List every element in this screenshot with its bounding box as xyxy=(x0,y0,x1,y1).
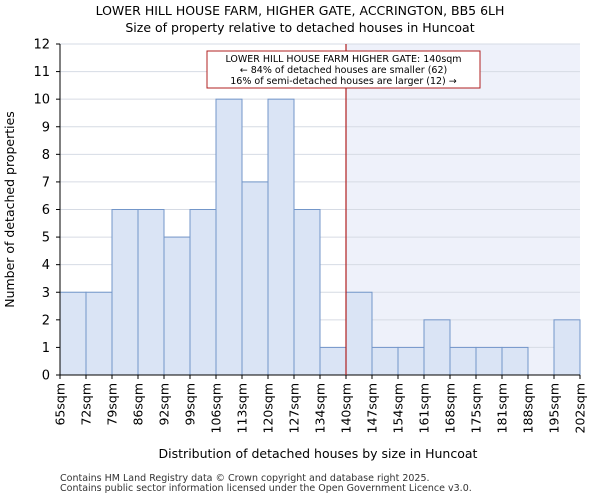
x-tick-label: 161sqm xyxy=(417,383,432,433)
x-tick-label: 113sqm xyxy=(235,383,250,433)
y-tick-label: 2 xyxy=(42,313,50,328)
bar-181sqm xyxy=(501,346,529,376)
y-tick-label: 11 xyxy=(33,65,50,80)
bar-161sqm xyxy=(423,319,451,376)
bar-92sqm xyxy=(163,236,191,376)
annotation-text-line: ← 84% of detached houses are smaller (62… xyxy=(240,65,447,76)
y-tick-label: 1 xyxy=(42,341,50,356)
chart-subtitle: Size of property relative to detached ho… xyxy=(125,20,475,35)
bar-168sqm xyxy=(449,346,477,376)
x-tick-label: 99sqm xyxy=(183,383,198,426)
bar-113sqm xyxy=(241,181,269,376)
bar-175sqm xyxy=(475,346,503,376)
chart-title: LOWER HILL HOUSE FARM, HIGHER GATE, ACCR… xyxy=(95,3,505,18)
x-tick-label: 72sqm xyxy=(79,383,94,426)
y-tick-label: 10 xyxy=(33,93,50,108)
y-tick-label: 7 xyxy=(42,175,50,190)
x-tick-label: 92sqm xyxy=(157,383,172,426)
bar-106sqm xyxy=(215,98,243,376)
y-tick-label: 9 xyxy=(42,120,50,135)
x-axis-title: Distribution of detached houses by size … xyxy=(159,446,478,461)
y-tick-label: 4 xyxy=(42,258,50,273)
bar-99sqm xyxy=(189,209,217,376)
annotation-text-line: 16% of semi-detached houses are larger (… xyxy=(230,76,457,87)
annotation-box xyxy=(206,50,481,89)
bar-140sqm xyxy=(345,291,373,376)
x-tick-label: 86sqm xyxy=(131,383,146,426)
x-tick-label: 127sqm xyxy=(287,383,302,433)
y-tick-label: 12 xyxy=(33,38,50,53)
x-tick-label: 195sqm xyxy=(547,383,562,433)
y-tick-label: 5 xyxy=(42,231,50,246)
x-tick-label: 79sqm xyxy=(105,383,120,426)
footer-line-1: Contains HM Land Registry data © Crown c… xyxy=(60,473,430,484)
y-tick-label: 6 xyxy=(42,203,50,218)
x-tick-label: 147sqm xyxy=(365,383,380,433)
x-tick-label: 188sqm xyxy=(521,383,536,433)
bar-86sqm xyxy=(137,209,165,376)
x-tick-label: 120sqm xyxy=(261,383,276,433)
y-axis-title: Number of detached properties xyxy=(2,111,17,308)
x-tick-label: 202sqm xyxy=(573,383,588,433)
bar-147sqm xyxy=(371,346,399,376)
y-tick-label: 3 xyxy=(42,286,50,301)
bar-120sqm xyxy=(267,98,295,376)
x-tick-label: 106sqm xyxy=(209,383,224,433)
x-tick-label: 140sqm xyxy=(339,383,354,433)
bar-127sqm xyxy=(293,209,321,376)
footer-line-2: Contains public sector information licen… xyxy=(60,483,472,494)
bar-134sqm xyxy=(319,346,347,376)
y-tick-label: 8 xyxy=(42,148,50,163)
bar-65sqm xyxy=(59,291,87,376)
x-tick-label: 65sqm xyxy=(53,383,68,426)
annotation-text-line: LOWER HILL HOUSE FARM HIGHER GATE: 140sq… xyxy=(225,54,461,65)
footer-attribution: Contains HM Land Registry data © Crown c… xyxy=(60,474,472,494)
x-tick-label: 154sqm xyxy=(391,383,406,433)
y-tick-label: 0 xyxy=(42,369,50,384)
bar-79sqm xyxy=(111,209,139,376)
bar-195sqm xyxy=(553,319,581,376)
bar-154sqm xyxy=(397,346,425,376)
bar-72sqm xyxy=(85,291,113,376)
x-tick-label: 168sqm xyxy=(443,383,458,433)
x-tick-label: 134sqm xyxy=(313,383,328,433)
x-tick-label: 175sqm xyxy=(469,383,484,433)
x-tick-label: 181sqm xyxy=(495,383,510,433)
